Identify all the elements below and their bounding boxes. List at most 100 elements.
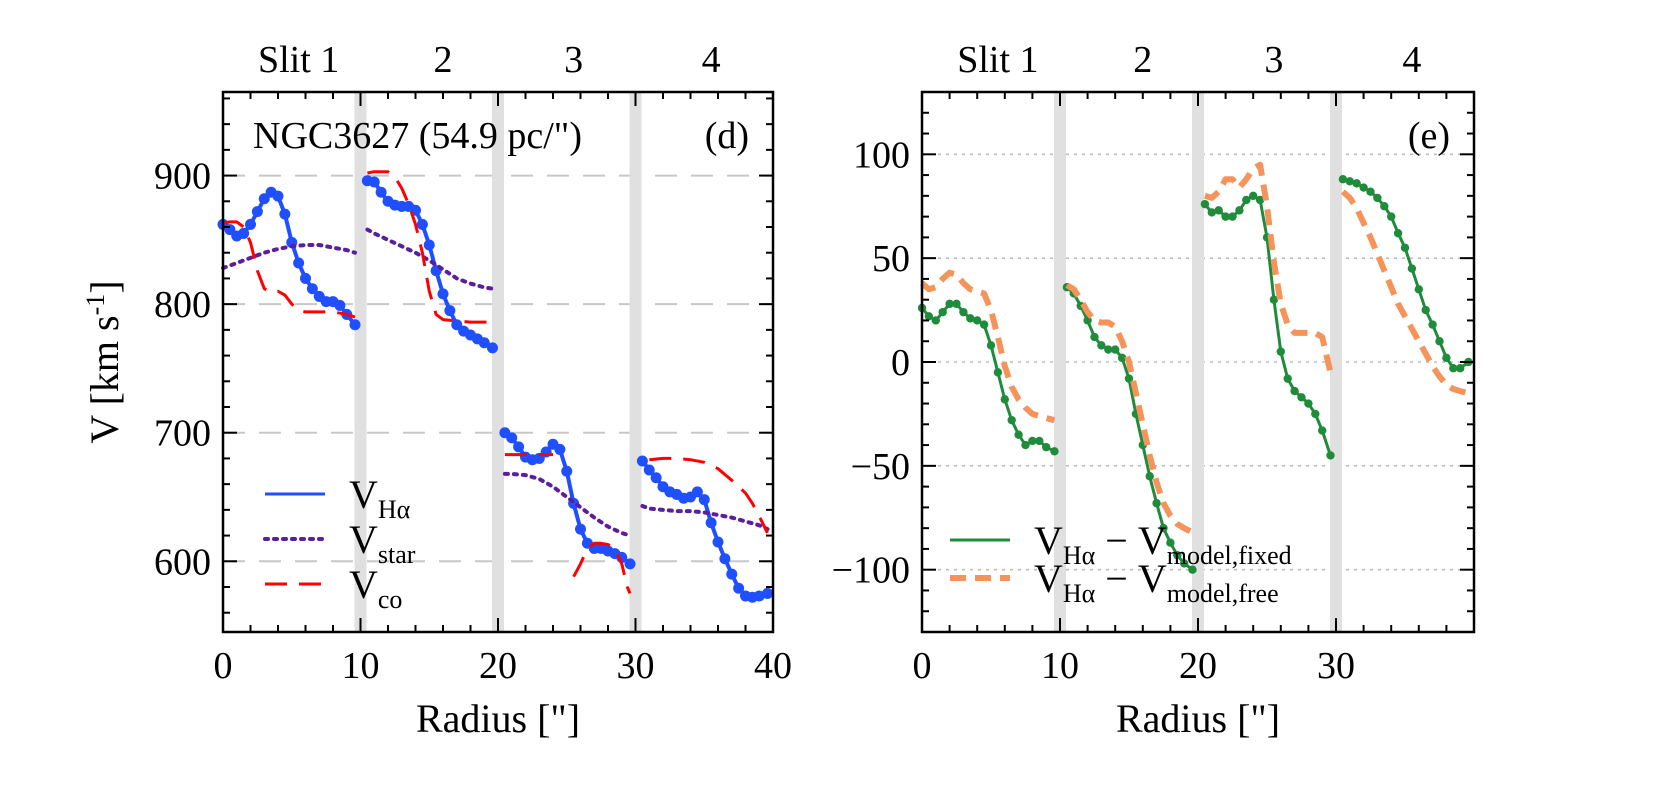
data-point <box>1366 187 1375 196</box>
data-point <box>979 320 989 329</box>
data-point <box>561 465 573 477</box>
data-point <box>368 176 380 188</box>
x-axis-label: Radius ["] <box>1116 696 1280 741</box>
y-tick-label: −100 <box>832 550 910 592</box>
slit-label: 3 <box>564 39 583 81</box>
data-point <box>993 368 1003 377</box>
x-tick-label: 30 <box>1317 645 1355 687</box>
data-point <box>1021 440 1030 450</box>
panel-title: NGC3627 (54.9 pc/") <box>253 115 582 157</box>
data-point <box>931 316 940 325</box>
data-point <box>712 536 724 548</box>
data-point <box>1207 208 1217 217</box>
data-point <box>1373 193 1382 203</box>
x-tick-label: 40 <box>754 645 792 687</box>
data-point <box>691 486 703 498</box>
series-line-V-Ha-V-model-free-seg3 <box>1204 161 1334 374</box>
legend-sub: Hα <box>378 495 411 524</box>
data-point <box>1326 451 1335 460</box>
data-point <box>1400 243 1410 252</box>
data-point <box>1269 295 1279 304</box>
data-point <box>966 314 975 323</box>
data-point <box>1380 202 1389 211</box>
data-point <box>1173 550 1182 560</box>
panel-label: (e) <box>1408 115 1450 157</box>
legend-entry: Vstar <box>349 517 416 569</box>
slit-label: 2 <box>1133 39 1152 81</box>
legend-entry: VHα − Vmodel,fixed <box>1034 518 1292 570</box>
legend-main: V <box>1034 518 1063 563</box>
data-point <box>1345 177 1355 186</box>
data-point <box>1221 212 1230 221</box>
series-line-V-star-seg4 <box>640 504 770 532</box>
data-point <box>1097 341 1106 350</box>
panel-d: 0 10 20 30 40 600 700 800 900 Radius ["] V [km s-1… <box>81 39 792 741</box>
data-point <box>959 307 968 317</box>
data-point <box>1393 229 1403 238</box>
data-point <box>444 305 456 317</box>
data-point <box>1421 305 1430 315</box>
legend-entry: VHα − Vmodel,free <box>1034 556 1279 608</box>
slit-label: Slit 1 <box>258 39 339 81</box>
data-point <box>1435 337 1444 346</box>
legend-minus: − <box>1095 556 1138 601</box>
y-tick-label: 0 <box>891 342 910 384</box>
slit-separator <box>492 92 504 632</box>
y-tick-label: 900 <box>154 156 211 198</box>
legend-sub2: model,fixed <box>1167 541 1292 570</box>
data-point <box>1228 212 1237 221</box>
data-point <box>437 288 449 300</box>
data-point <box>300 272 311 284</box>
data-point <box>487 342 498 354</box>
data-point <box>416 218 428 230</box>
data-point <box>1200 199 1210 209</box>
data-point <box>554 443 566 455</box>
x-tick-label: 30 <box>617 645 655 687</box>
data-point <box>1090 332 1099 342</box>
slit-label: 2 <box>434 39 453 81</box>
data-point <box>1104 345 1113 354</box>
y-axis-label-main: V [km s <box>82 315 127 443</box>
data-point <box>1042 442 1051 452</box>
y-tick-label: 600 <box>154 541 211 583</box>
y-tick-label: −50 <box>851 446 910 488</box>
data-point <box>251 206 263 218</box>
series-line-V-co-seg5 <box>649 456 769 534</box>
data-point <box>478 337 490 349</box>
panel-label: (d) <box>705 115 749 157</box>
data-point <box>1180 559 1189 568</box>
data-point <box>1387 212 1396 221</box>
data-point <box>762 587 773 599</box>
data-point <box>1249 191 1258 201</box>
series-line-V-star-seg2 <box>365 227 495 291</box>
legend-minus: − <box>1095 518 1138 563</box>
data-point <box>1297 393 1306 402</box>
legend-main: V <box>349 517 378 562</box>
data-point <box>238 227 250 239</box>
data-point <box>258 193 270 205</box>
data-point <box>952 299 961 309</box>
legend-main2: V <box>1138 518 1167 563</box>
x-tick-label: 0 <box>913 645 932 687</box>
series-line-V-co-seg4 <box>572 541 632 594</box>
y-tick-label: 50 <box>872 238 910 280</box>
y-tick-label: 800 <box>154 284 211 326</box>
x-axis-label: Radius ["] <box>416 696 580 741</box>
data-point <box>1276 347 1286 356</box>
x-tick-label: 10 <box>342 645 380 687</box>
data-point <box>945 299 954 309</box>
y-tick-label: 700 <box>154 413 211 455</box>
data-point <box>575 523 586 535</box>
legend-entry: VHα <box>349 472 411 524</box>
series-line-V-star-seg3 <box>502 471 632 538</box>
data-point <box>375 186 387 198</box>
data-point <box>726 568 738 580</box>
data-point <box>1188 565 1197 574</box>
y-axis-label-sup: -1 <box>81 294 110 316</box>
data-point <box>1166 538 1175 547</box>
series-line-V-co-seg1 <box>222 220 356 319</box>
data-point <box>1407 264 1417 273</box>
slit-separator <box>354 92 367 632</box>
data-point <box>1235 206 1244 215</box>
